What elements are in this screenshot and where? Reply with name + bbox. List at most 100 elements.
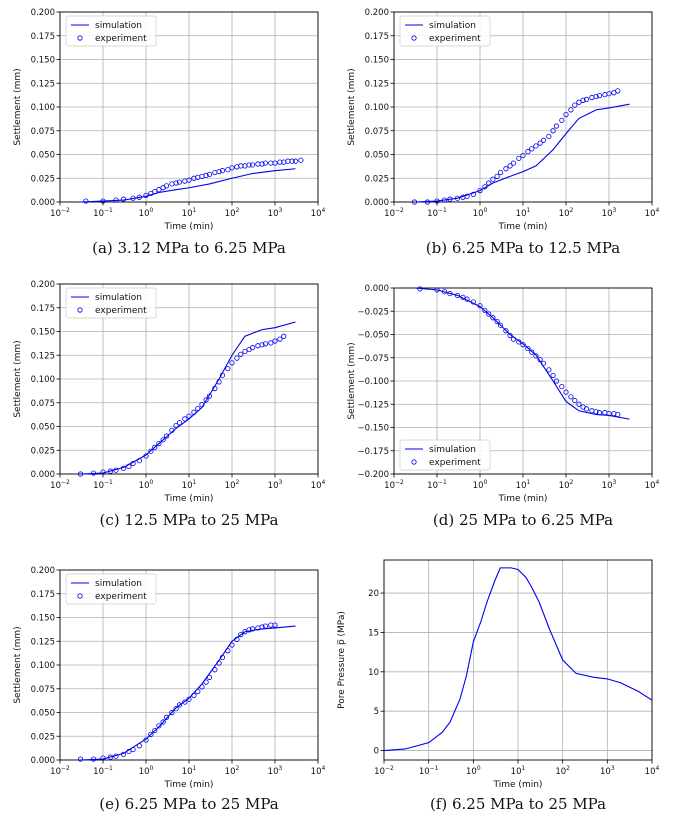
x-tick-label: 100 (466, 765, 481, 777)
experiment-point (589, 408, 595, 414)
x-tick-label: 10−1 (93, 207, 113, 219)
y-axis-label: Pore Pressure p̅ (MPa) (337, 611, 347, 709)
experiment-point (199, 684, 205, 690)
y-tick-label: 0.050 (31, 423, 55, 433)
experiment-point (120, 465, 127, 471)
legend-box (65, 573, 157, 605)
experiment-point (249, 626, 256, 632)
legend-label-experiment: experiment (95, 592, 147, 602)
experiment-point (176, 702, 183, 708)
experiment-point (199, 402, 205, 408)
legend-marker-swatch (411, 35, 417, 41)
x-tick-label: 10−2 (374, 765, 394, 777)
x-axis-label: Time (min) (493, 780, 543, 790)
experiment-point (77, 471, 84, 477)
y-tick-label: 0.125 (31, 79, 55, 89)
x-tick-label: 10−1 (93, 479, 113, 491)
experiment-point (259, 342, 265, 348)
experiment-point (602, 92, 608, 98)
experiment-point (272, 160, 278, 166)
x-axis-label: Time (min) (164, 494, 214, 504)
y-tick-label: 10 (368, 668, 379, 678)
experiment-point (143, 192, 149, 198)
experiment-point (242, 629, 248, 635)
experiment-point (482, 307, 488, 313)
y-tick-label: 0.100 (31, 103, 55, 113)
experiment-point (242, 163, 248, 169)
experiment-point (540, 137, 547, 143)
x-tick-label: 103 (268, 479, 283, 491)
experiment-point (583, 406, 590, 412)
legend: simulation experiment (65, 573, 157, 605)
experiment-point (156, 187, 162, 193)
experiment-point (126, 463, 132, 469)
experiment-point (268, 622, 274, 628)
experiment-point (182, 178, 188, 184)
experiment-point (203, 397, 209, 403)
legend-marker-swatch (77, 593, 83, 599)
experiment-point (216, 169, 222, 175)
experiment-point (152, 188, 158, 195)
y-axis-label: Settlement (mm) (347, 68, 357, 145)
series-line-simulation (80, 168, 296, 203)
y-tick-label: 0.050 (31, 709, 55, 719)
experiment-point (206, 393, 213, 399)
experiment-point (212, 385, 218, 392)
experiment-point (447, 290, 453, 297)
experiment-point (212, 169, 218, 176)
experiment-point (169, 181, 175, 187)
experiment-point (120, 751, 127, 757)
experiment-point (156, 440, 162, 447)
experiment-point (494, 318, 500, 325)
x-tick-label: 10−2 (50, 765, 70, 777)
experiment-point (113, 753, 119, 759)
experiment-point (497, 169, 504, 176)
experiment-point (510, 160, 517, 166)
experiment-point (490, 315, 496, 321)
experiment-point (568, 394, 574, 400)
legend-marker-swatch (411, 459, 417, 465)
experiment-point (246, 627, 252, 633)
legend-label-simulation: simulation (429, 445, 476, 455)
experiment-point (490, 176, 496, 182)
legend-label-simulation: simulation (95, 21, 142, 31)
x-tick-label: 10−2 (384, 207, 404, 219)
experiment-point (136, 458, 142, 464)
x-tick-label: 103 (602, 479, 617, 491)
experiment-point (540, 360, 547, 366)
experiment-point (533, 143, 539, 149)
y-tick-label: 0.175 (31, 590, 55, 600)
experiment-point (195, 688, 201, 695)
y-tick-label: 0.150 (31, 328, 55, 338)
experiment-point (255, 161, 261, 167)
experiment-point (537, 140, 543, 146)
experiment-point (169, 709, 175, 716)
experiment-point (229, 642, 235, 648)
experiment-point (234, 355, 240, 361)
legend-label-simulation: simulation (95, 293, 142, 303)
experiment-point (216, 660, 222, 666)
panel-d: 10−2 10−1 100 101 102 103 104 −0.200 −0.175 −0.15… (347, 284, 660, 529)
y-tick-label: −0.175 (358, 447, 389, 457)
y-tick-label: 0.150 (31, 614, 55, 624)
experiment-point (553, 123, 560, 129)
x-tick-label: 102 (225, 479, 240, 491)
x-tick-label: 103 (602, 207, 617, 219)
experiment-point (100, 755, 106, 761)
experiment-point (516, 339, 522, 345)
y-tick-label: 0.050 (31, 151, 55, 161)
experiment-point (238, 351, 244, 357)
y-tick-label: 0.200 (31, 8, 55, 18)
x-tick-label: 10−1 (427, 207, 447, 219)
experiment-point (292, 158, 299, 164)
experiment-point (113, 197, 119, 203)
experiment-point (176, 420, 183, 426)
y-tick-label: 0.125 (31, 637, 55, 647)
panel-caption: (b) 6.25 MPa to 12.5 MPa (426, 239, 621, 257)
y-tick-label: 0.200 (31, 566, 55, 576)
panel-caption: (c) 12.5 MPa to 25 MPa (100, 511, 279, 529)
experiment-point (580, 97, 586, 103)
experiment-point (143, 453, 149, 459)
y-tick-label: 0.050 (365, 151, 389, 161)
experiment-point (113, 467, 119, 473)
